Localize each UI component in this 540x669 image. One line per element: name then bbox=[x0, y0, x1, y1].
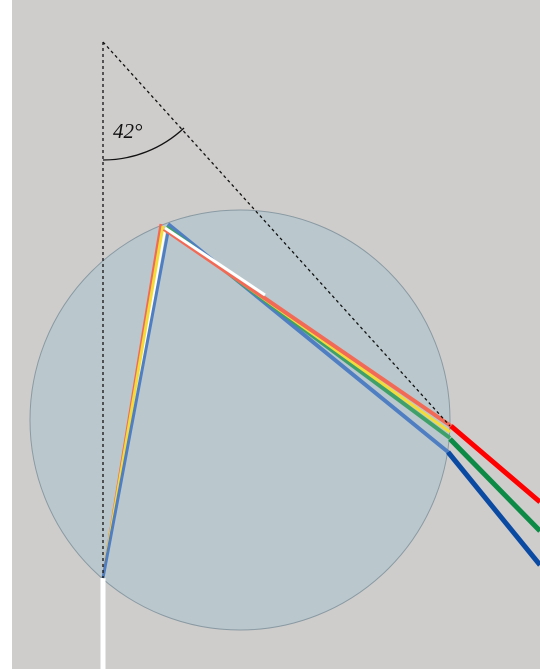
blue-ray-entry-path bbox=[101, 231, 170, 579]
angle-arc bbox=[102, 127, 185, 161]
angle-label: 42° bbox=[113, 119, 143, 143]
green-ray-exit bbox=[448, 437, 540, 533]
red-ray-exit bbox=[449, 424, 540, 504]
white-ray-reflected-path bbox=[164, 226, 266, 297]
angle-guide-line bbox=[102, 41, 451, 427]
red-ray-reflected-path bbox=[162, 227, 453, 428]
water-droplet bbox=[29, 209, 451, 631]
blue-ray-exit bbox=[446, 450, 540, 567]
